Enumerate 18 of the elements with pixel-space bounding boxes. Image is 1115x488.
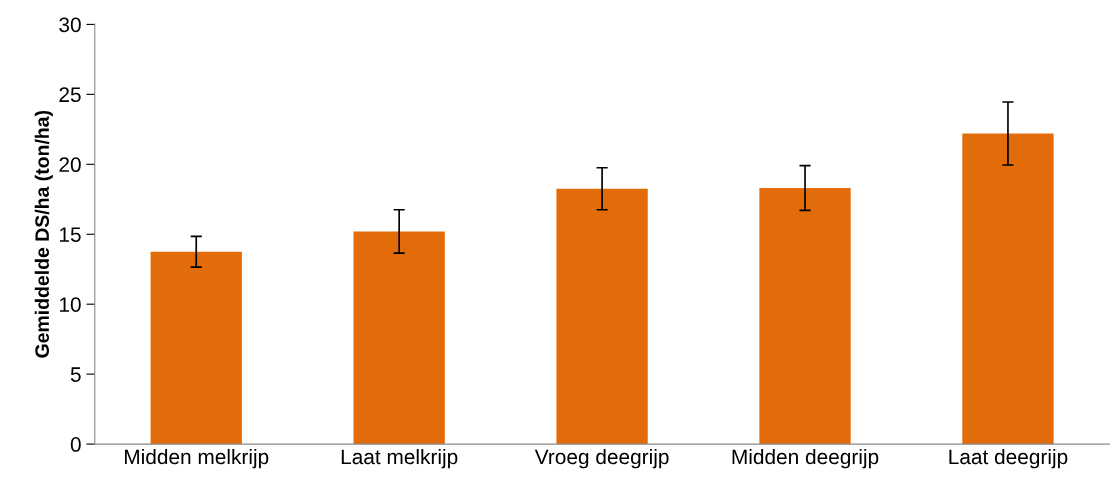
y-tick-label: 0 — [70, 437, 81, 452]
x-tick-label: Vroeg deegrijp — [534, 448, 669, 469]
x-tick-label: Midden deegrijp — [732, 448, 879, 469]
y-axis-title: Gemiddelde DS/ha (ton/ha) — [34, 110, 53, 358]
y-tick-label: 20 — [59, 157, 81, 173]
y-tick-label: 25 — [59, 87, 81, 103]
y-tick-label: 5 — [70, 367, 81, 382]
bar — [556, 188, 648, 445]
bar — [353, 231, 445, 445]
bar — [150, 251, 242, 445]
bar — [759, 188, 851, 445]
x-tick-label: Midden melkrijp — [125, 448, 269, 469]
y-tick-label: 15 — [60, 227, 81, 242]
x-tick-label: Laat melkrijp — [341, 448, 458, 469]
x-tick-label: Laat deegrijp — [949, 448, 1068, 469]
y-tick-label: 30 — [59, 17, 81, 33]
bar — [962, 133, 1054, 445]
y-tick-label: 10 — [60, 297, 81, 312]
